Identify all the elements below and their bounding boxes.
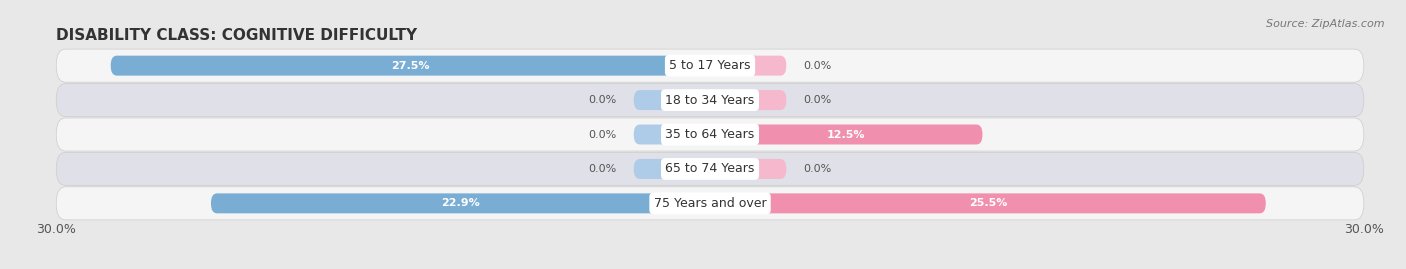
FancyBboxPatch shape xyxy=(710,56,786,76)
Text: 25.5%: 25.5% xyxy=(969,198,1007,208)
FancyBboxPatch shape xyxy=(56,49,1364,82)
FancyBboxPatch shape xyxy=(56,153,1364,185)
FancyBboxPatch shape xyxy=(56,118,1364,151)
Text: 0.0%: 0.0% xyxy=(588,129,616,140)
Text: 5 to 17 Years: 5 to 17 Years xyxy=(669,59,751,72)
Text: 0.0%: 0.0% xyxy=(804,164,832,174)
FancyBboxPatch shape xyxy=(211,193,710,213)
Text: 0.0%: 0.0% xyxy=(804,95,832,105)
FancyBboxPatch shape xyxy=(710,125,983,144)
FancyBboxPatch shape xyxy=(634,90,710,110)
Text: 22.9%: 22.9% xyxy=(441,198,479,208)
FancyBboxPatch shape xyxy=(56,84,1364,116)
FancyBboxPatch shape xyxy=(710,193,1265,213)
Text: 0.0%: 0.0% xyxy=(588,95,616,105)
Text: 0.0%: 0.0% xyxy=(804,61,832,71)
Text: 0.0%: 0.0% xyxy=(588,164,616,174)
Text: 18 to 34 Years: 18 to 34 Years xyxy=(665,94,755,107)
FancyBboxPatch shape xyxy=(710,159,786,179)
FancyBboxPatch shape xyxy=(111,56,710,76)
Text: 75 Years and over: 75 Years and over xyxy=(654,197,766,210)
FancyBboxPatch shape xyxy=(710,90,786,110)
Text: 35 to 64 Years: 35 to 64 Years xyxy=(665,128,755,141)
Text: DISABILITY CLASS: COGNITIVE DIFFICULTY: DISABILITY CLASS: COGNITIVE DIFFICULTY xyxy=(56,28,418,43)
Text: 65 to 74 Years: 65 to 74 Years xyxy=(665,162,755,175)
Text: 27.5%: 27.5% xyxy=(391,61,430,71)
FancyBboxPatch shape xyxy=(634,159,710,179)
FancyBboxPatch shape xyxy=(634,125,710,144)
Text: 12.5%: 12.5% xyxy=(827,129,866,140)
FancyBboxPatch shape xyxy=(56,187,1364,220)
Text: Source: ZipAtlas.com: Source: ZipAtlas.com xyxy=(1267,19,1385,29)
